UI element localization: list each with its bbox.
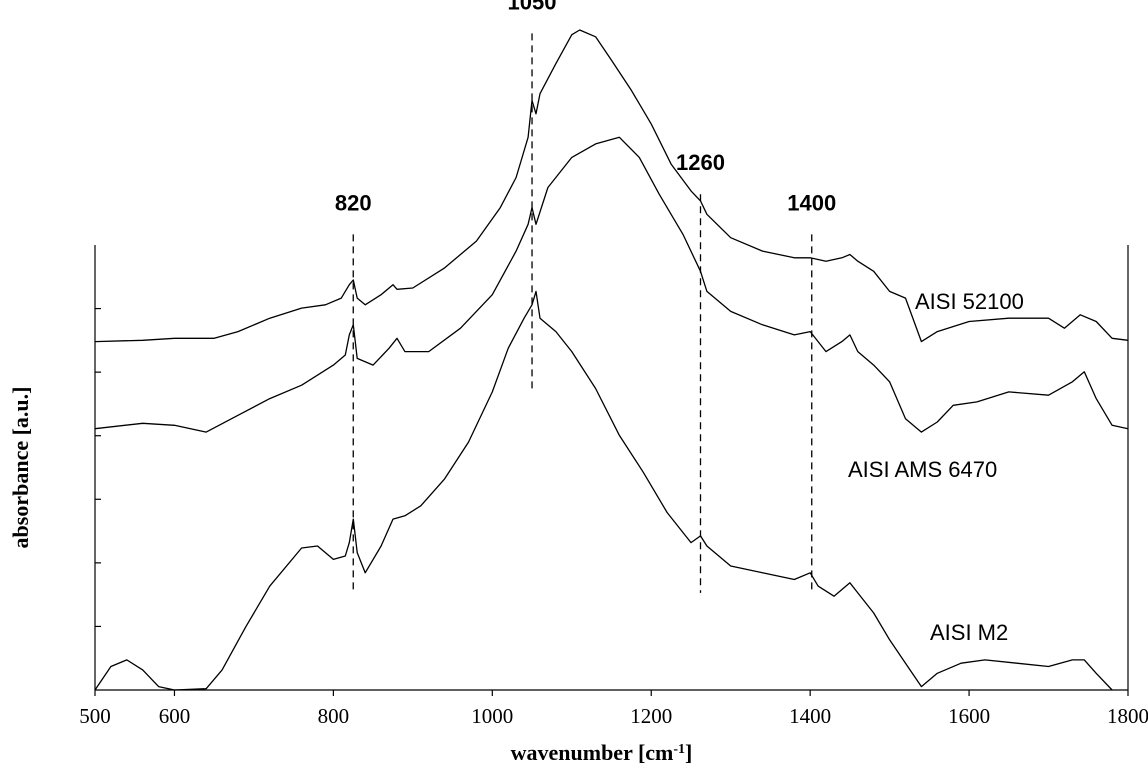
peak-label: 1050 bbox=[508, 0, 557, 14]
axes bbox=[94, 245, 1129, 691]
x-axis-title-superscript: -1 bbox=[673, 742, 685, 757]
x-tick-label: 1800 bbox=[1107, 704, 1148, 728]
x-tick-label: 600 bbox=[159, 704, 191, 728]
y-axis-title: absorbance [a.u.] bbox=[8, 387, 33, 549]
x-tick-label: 1200 bbox=[630, 704, 672, 728]
peak-marker-lines: 820 1050 1260 1400 bbox=[335, 0, 836, 593]
spectrum-series bbox=[94, 29, 1129, 691]
series-label: AISI 52100 bbox=[915, 289, 1024, 314]
spectrum-line-0 bbox=[94, 29, 1129, 343]
spectrum-line-2 bbox=[94, 290, 1113, 691]
x-tick-label: 1000 bbox=[471, 704, 513, 728]
x-axis-title-text: wavenumber [cm bbox=[511, 740, 674, 765]
x-tick-label: 500 bbox=[79, 704, 111, 728]
x-tick-label: 1400 bbox=[789, 704, 831, 728]
tick-marks bbox=[94, 307, 1129, 696]
x-tick-labels: 500 600 800 1000 1200 1400 1600 1800 bbox=[79, 704, 1148, 728]
x-tick-label: 1600 bbox=[948, 704, 990, 728]
spectrum-line-1 bbox=[94, 136, 1129, 433]
peak-label: 1260 bbox=[676, 150, 725, 175]
peak-label: 1400 bbox=[787, 190, 836, 215]
series-label: AISI AMS 6470 bbox=[848, 457, 997, 482]
x-axis-title-close: ] bbox=[685, 740, 692, 765]
x-axis-title: wavenumber [cm-1] bbox=[511, 740, 693, 765]
x-tick-label: 800 bbox=[318, 704, 350, 728]
series-label: AISI M2 bbox=[930, 620, 1008, 645]
series-labels: AISI 52100 AISI AMS 6470 AISI M2 bbox=[848, 289, 1024, 645]
peak-label: 820 bbox=[335, 190, 372, 215]
